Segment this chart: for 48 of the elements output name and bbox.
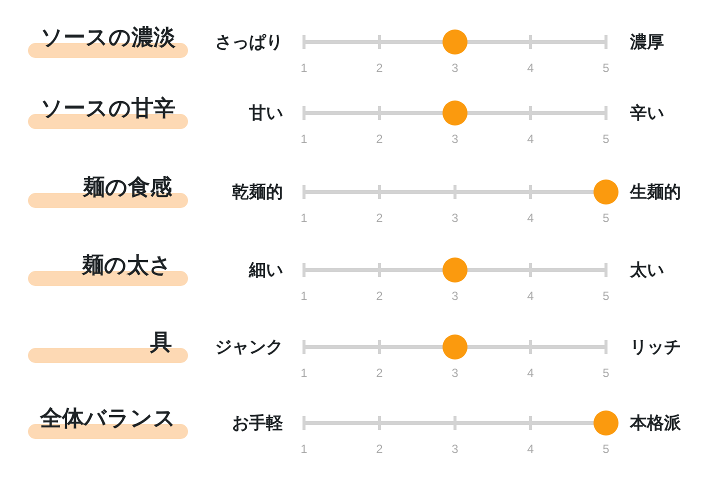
x-tick-label: 3 [452, 366, 459, 380]
x-tick-label: 4 [527, 442, 534, 456]
x-tick-label: 5 [602, 289, 610, 303]
y-tick-label: 麺の太さ [81, 252, 172, 278]
text: 太い [629, 260, 664, 280]
x-tick-label: 1 [300, 132, 308, 146]
text: 辛い [629, 104, 664, 122]
y-tick-label: 麺の食感 [82, 174, 173, 200]
text: リッチ [630, 338, 681, 356]
x-tick-label: 1 [300, 366, 308, 380]
x-tick-label: 2 [376, 61, 384, 75]
x-tick-label: 1 [300, 442, 308, 456]
y-tick-label: ソースの甘辛 [40, 96, 176, 120]
text: 乾麺的 [232, 182, 283, 202]
text: さっぱり [215, 32, 283, 52]
x-tick-label: 3 [452, 442, 459, 456]
x-tick-label: 4 [527, 211, 534, 225]
text: 甘い [248, 104, 283, 122]
x-tick-label: 3 [452, 61, 459, 75]
x-tick-label: 3 [452, 211, 459, 225]
x-tick-label: 3 [452, 132, 459, 146]
x-tick-label: 5 [602, 366, 610, 380]
y-tick-label: 全体バランス [39, 406, 176, 430]
x-tick-label: 4 [527, 132, 534, 146]
text: 濃厚 [629, 32, 664, 52]
x-tick-label: 4 [527, 61, 534, 75]
text: 細い [248, 260, 283, 280]
x-tick-label: 2 [376, 289, 384, 303]
x-tick-label: 4 [527, 366, 534, 380]
x-tick-label: 3 [452, 289, 459, 303]
y-tick-label: 具 [149, 330, 172, 354]
x-tick-label: 2 [376, 442, 384, 456]
y-tick-label: ソースの濃淡 [40, 24, 176, 50]
x-tick-label: 1 [300, 289, 308, 303]
x-tick-label: 1 [300, 61, 308, 75]
x-tick-label: 5 [602, 132, 610, 146]
x-tick-label: 5 [602, 61, 610, 75]
text: ジャンク [215, 338, 283, 356]
x-tick-label: 2 [376, 132, 384, 146]
x-tick-label: 4 [527, 289, 534, 303]
text: 本格派 [629, 414, 682, 432]
x-tick-label: 1 [300, 211, 308, 225]
x-tick-label: 2 [376, 211, 384, 225]
x-tick-label: 5 [602, 211, 610, 225]
x-tick-label: 2 [376, 366, 384, 380]
x-tick-label: 5 [602, 442, 610, 456]
text: お手軽 [232, 414, 284, 432]
text: 生麺的 [629, 182, 681, 202]
